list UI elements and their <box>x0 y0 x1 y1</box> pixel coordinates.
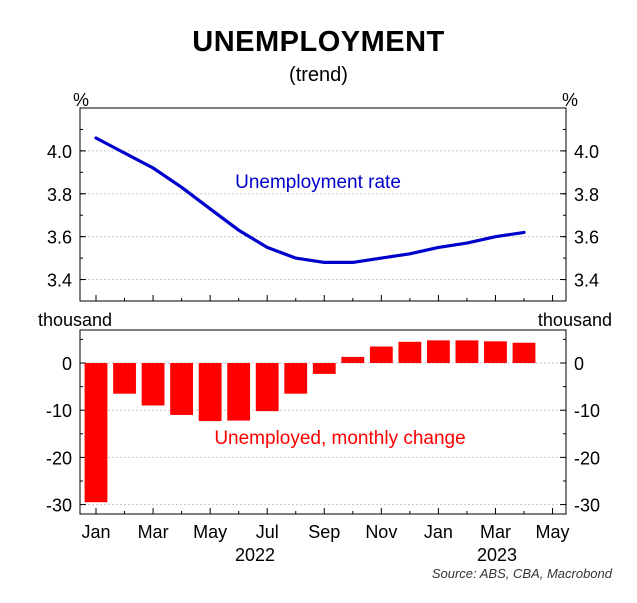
y-tick-label-left: -30 <box>46 496 72 516</box>
change-bar <box>369 346 393 364</box>
panel-rate-frame <box>79 107 567 302</box>
x-tick-label: Jan <box>424 522 453 542</box>
change-bar <box>113 363 136 394</box>
y-tick-label-right: 4.0 <box>574 142 599 162</box>
year-label: 2022 <box>235 545 275 565</box>
change-bar <box>170 363 194 415</box>
change-bar <box>227 363 251 421</box>
change-bar <box>284 363 308 394</box>
y-tick-label-left: -10 <box>46 401 72 421</box>
change-bar <box>84 363 108 503</box>
panel-change-frame <box>79 329 567 515</box>
y-tick-label-right: 3.4 <box>574 271 599 291</box>
source-note: Source: ABS, CBA, Macrobond <box>431 566 612 581</box>
series-label-rate: Unemployment rate <box>235 172 401 193</box>
change-bar <box>512 342 536 364</box>
change-bar <box>141 363 165 406</box>
y-tick-label-left: 3.6 <box>47 228 72 248</box>
x-tick-label: May <box>536 522 570 542</box>
chart-title: UNEMPLOYMENT <box>192 26 445 58</box>
y-tick-label-left: 3.8 <box>47 185 72 205</box>
y-tick-label-right: 3.6 <box>574 228 599 248</box>
y-tick-label-left: 0 <box>62 354 72 374</box>
unemployment-rate-line <box>94 136 526 264</box>
change-bar <box>198 363 222 422</box>
series-label-change: Unemployed, monthly change <box>214 428 465 449</box>
x-tick-label: Nov <box>365 522 397 542</box>
change-bar <box>398 341 422 364</box>
y-tick-label-right: -30 <box>574 496 600 516</box>
x-tick-label: Jan <box>81 522 110 542</box>
y-tick-label-left: 3.4 <box>47 271 72 291</box>
x-tick-label: May <box>193 522 227 542</box>
x-tick-label: Sep <box>308 522 340 542</box>
y-tick-label-right: 3.8 <box>574 185 599 205</box>
chart-subtitle: (trend) <box>289 64 348 86</box>
y-tick-label-right: -10 <box>574 401 600 421</box>
y-tick-label-right: 0 <box>574 354 584 374</box>
change-bar <box>255 363 279 412</box>
y-tick-label-left: -20 <box>46 448 72 468</box>
x-tick-label: Mar <box>480 522 511 542</box>
change-bar <box>455 340 479 364</box>
x-tick-label: Jul <box>256 522 279 542</box>
x-tick-label: Mar <box>138 522 169 542</box>
change-bar <box>484 341 507 364</box>
y-tick-label-right: -20 <box>574 448 600 468</box>
unit-label-right: % <box>562 90 578 110</box>
unit-label-right: thousand <box>538 310 612 330</box>
change-bar <box>341 356 365 364</box>
year-label: 2023 <box>477 545 517 565</box>
unit-label-left: % <box>73 90 89 110</box>
change-bar <box>312 363 336 374</box>
y-tick-label-left: 4.0 <box>47 142 72 162</box>
change-bar <box>426 340 450 364</box>
unit-label-left: thousand <box>38 310 112 330</box>
